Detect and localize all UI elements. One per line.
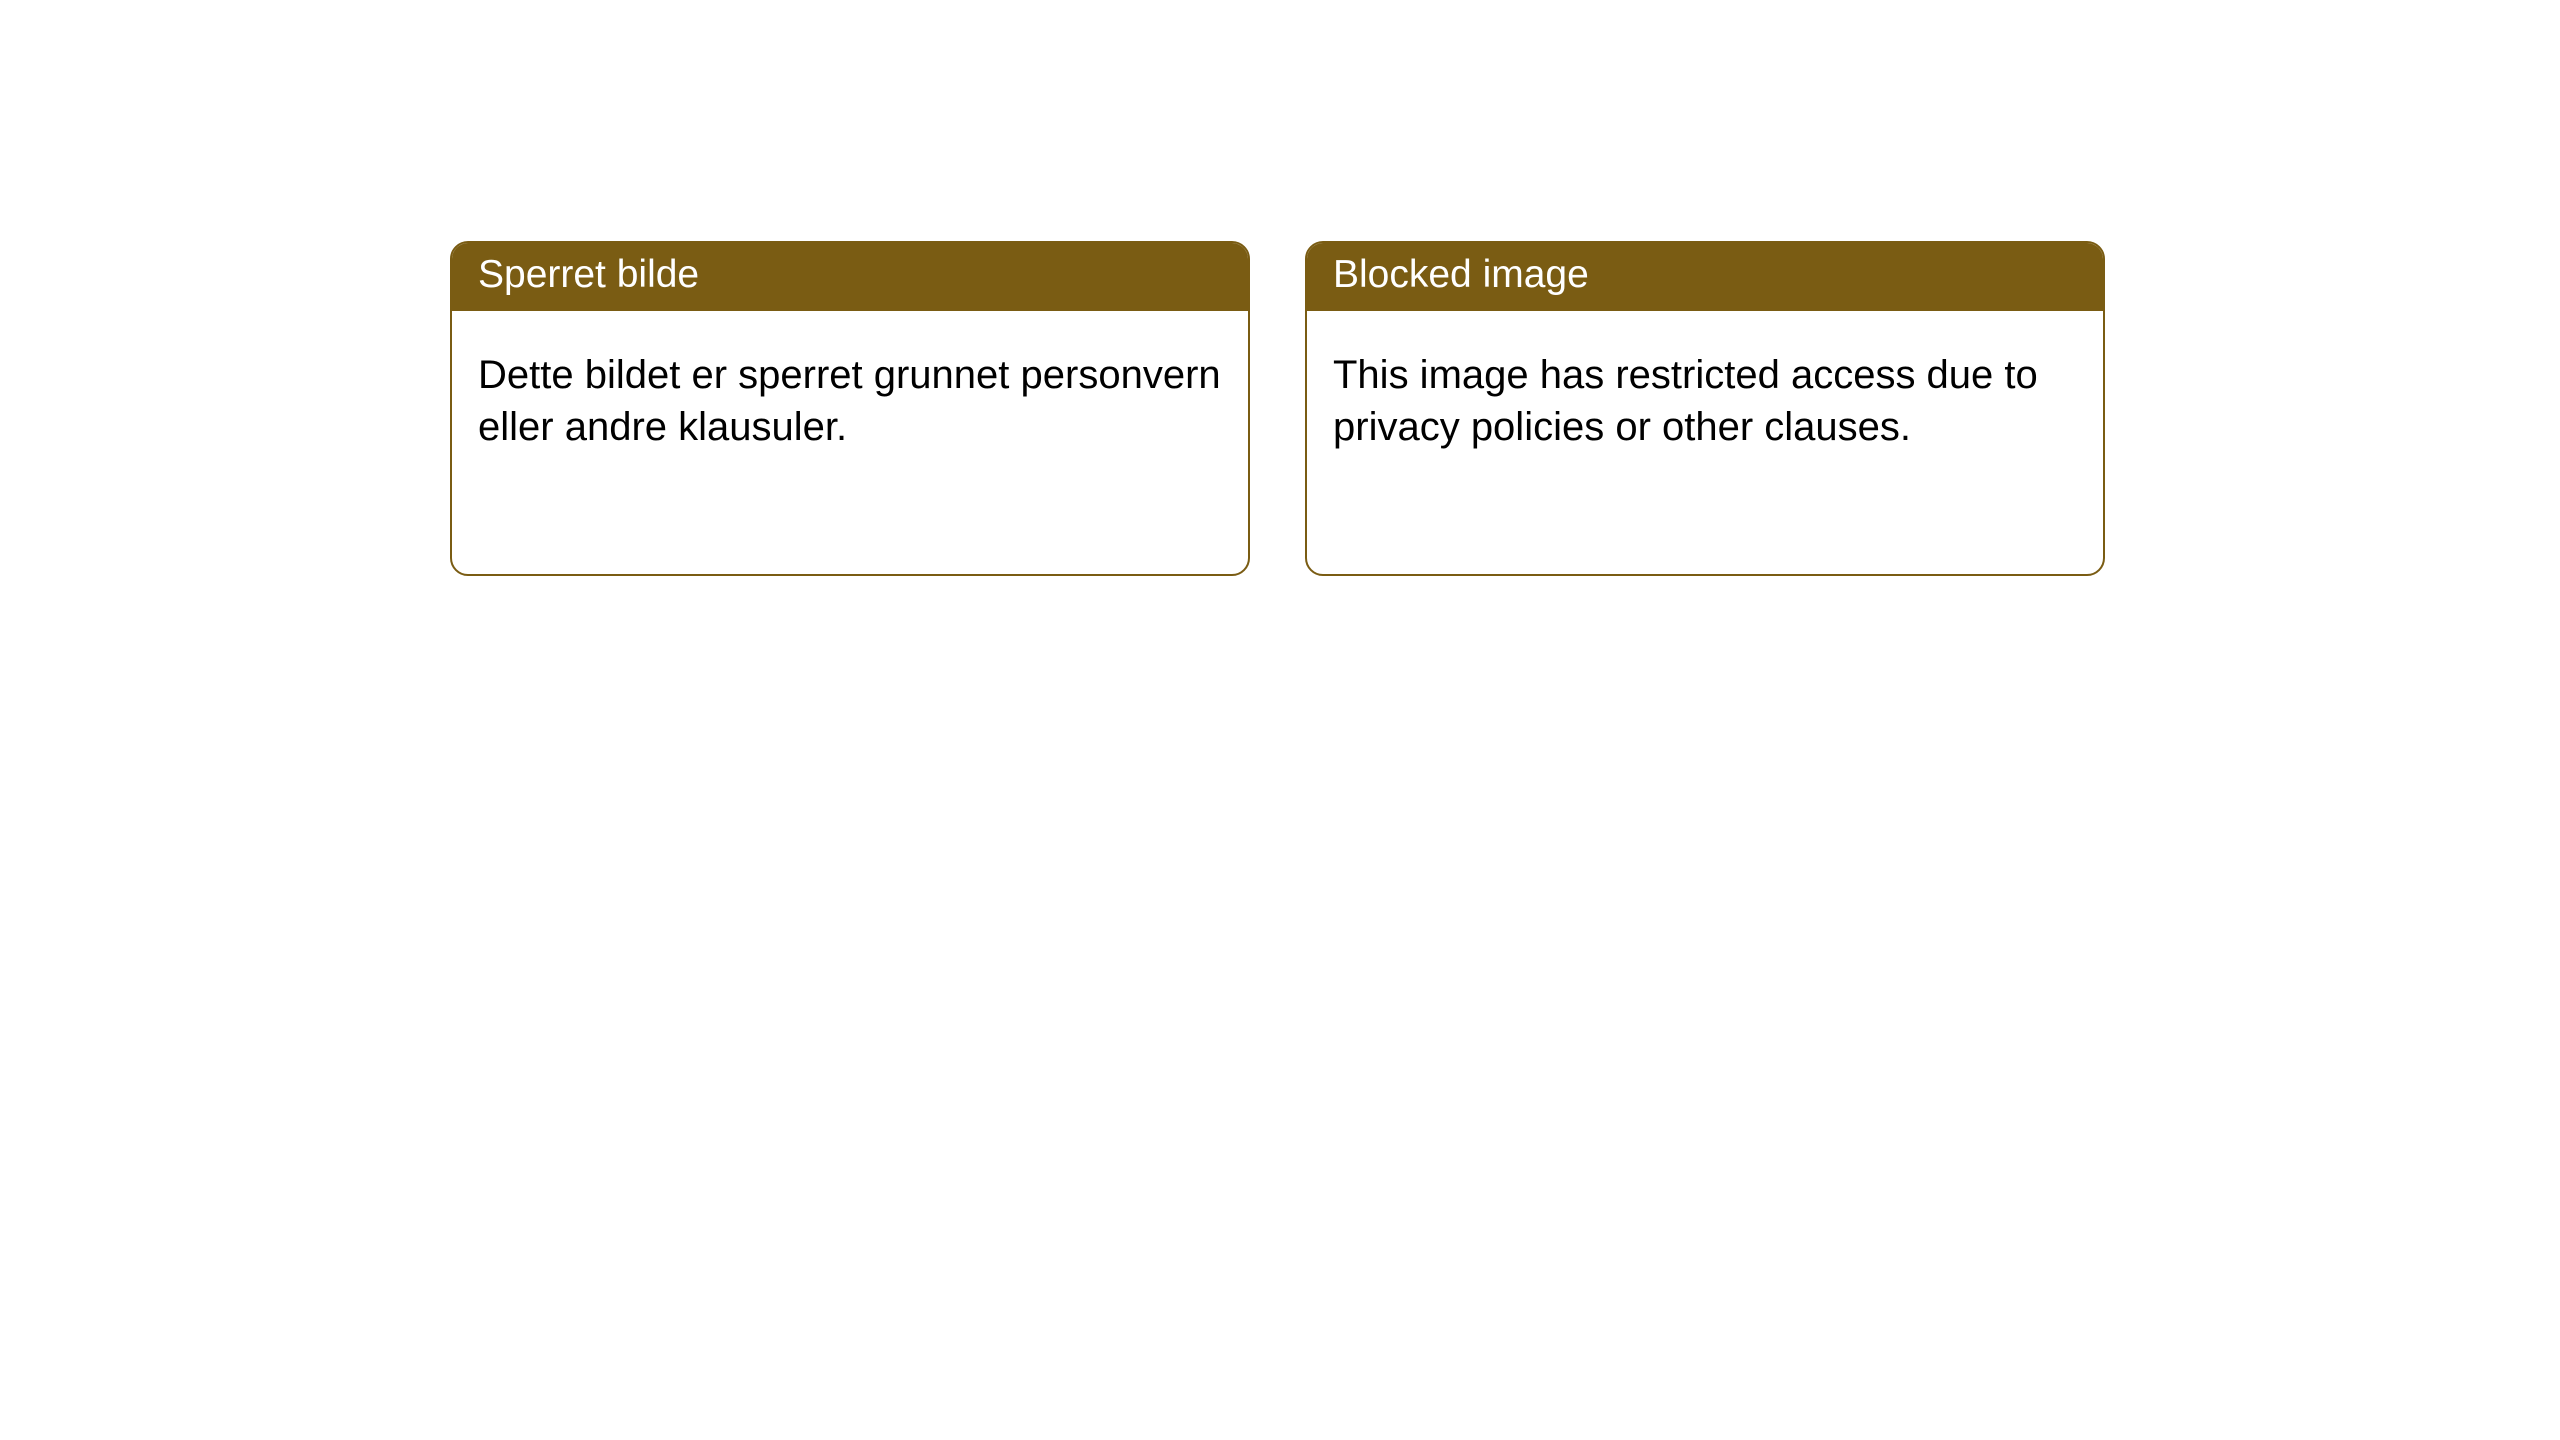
notice-card-english: Blocked image This image has restricted …	[1305, 241, 2105, 576]
notice-header: Sperret bilde	[452, 243, 1248, 311]
notice-card-norwegian: Sperret bilde Dette bildet er sperret gr…	[450, 241, 1250, 576]
notice-header: Blocked image	[1307, 243, 2103, 311]
notice-body: This image has restricted access due to …	[1307, 311, 2103, 491]
notice-container: Sperret bilde Dette bildet er sperret gr…	[450, 241, 2105, 576]
notice-body: Dette bildet er sperret grunnet personve…	[452, 311, 1248, 491]
